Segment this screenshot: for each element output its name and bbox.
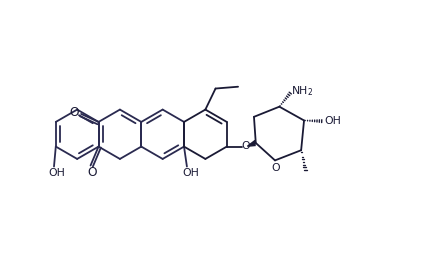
Text: OH: OH — [49, 168, 65, 178]
Text: OH: OH — [183, 168, 200, 178]
Text: O: O — [241, 141, 250, 151]
Text: O: O — [69, 106, 78, 119]
Text: OH: OH — [325, 116, 341, 126]
Text: NH$_2$: NH$_2$ — [291, 84, 313, 98]
Text: O: O — [87, 166, 97, 179]
Text: O: O — [271, 163, 280, 173]
Polygon shape — [247, 140, 255, 146]
